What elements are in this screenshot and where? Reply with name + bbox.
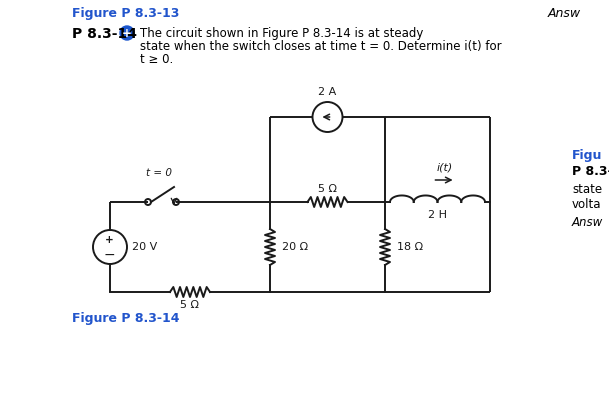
Text: t ≥ 0.: t ≥ 0. (140, 53, 173, 66)
Text: P 8.3-14: P 8.3-14 (72, 27, 137, 41)
Circle shape (120, 26, 134, 40)
Text: 20 Ω: 20 Ω (282, 242, 308, 252)
Text: i(t): i(t) (437, 162, 452, 172)
Text: +: + (122, 26, 132, 40)
Text: state: state (572, 183, 602, 196)
Text: Answ: Answ (548, 7, 581, 20)
Text: 5 Ω: 5 Ω (318, 184, 337, 194)
Text: 5 Ω: 5 Ω (180, 300, 200, 310)
Text: 2 A: 2 A (319, 87, 337, 97)
Text: state when the switch closes at time t = 0. Determine i(t) for: state when the switch closes at time t =… (140, 40, 502, 53)
Text: 20 V: 20 V (132, 242, 157, 252)
Text: The circuit shown in Figure P 8.3-14 is at steady: The circuit shown in Figure P 8.3-14 is … (140, 27, 423, 40)
Text: volta: volta (572, 198, 602, 211)
Text: P 8.3-: P 8.3- (572, 165, 609, 178)
Text: +: + (105, 235, 113, 245)
Text: Answ: Answ (572, 216, 604, 229)
Text: t = 0: t = 0 (146, 168, 172, 178)
Text: Figu: Figu (572, 149, 602, 162)
Text: −: − (103, 248, 115, 262)
Text: Figure P 8.3-13: Figure P 8.3-13 (72, 7, 180, 20)
Text: Figure P 8.3-14: Figure P 8.3-14 (72, 312, 180, 325)
Text: 2 H: 2 H (428, 210, 447, 220)
Text: 18 Ω: 18 Ω (397, 242, 423, 252)
